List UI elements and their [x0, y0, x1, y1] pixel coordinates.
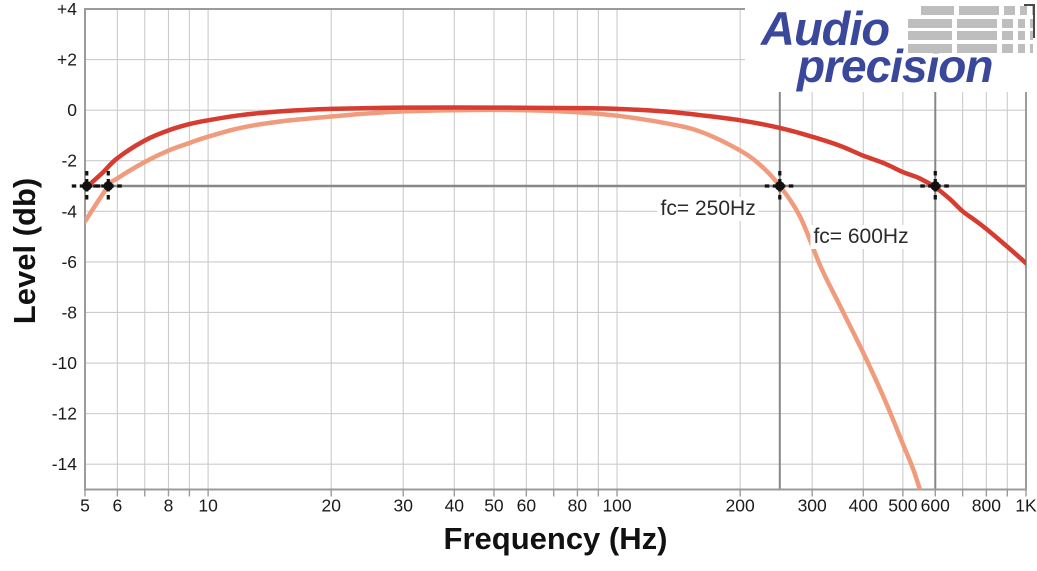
- logo-bar-segment: [1002, 31, 1013, 40]
- y-tick-label--14: -14: [52, 454, 78, 474]
- y-tick-label--10: -10: [52, 353, 78, 373]
- y-axis-title: Level (db): [7, 177, 42, 325]
- x-tick-label-8: 8: [164, 496, 174, 516]
- logo-bar-segment: [921, 6, 954, 15]
- x-tick-label-6: 6: [113, 496, 123, 516]
- x-tick-label-800: 800: [972, 496, 1001, 516]
- y-tick-label--2: -2: [61, 151, 77, 171]
- logo-bar-segment: [1002, 18, 1013, 28]
- logo-bar-segment: [1030, 18, 1033, 28]
- logo-bar-segment: [1018, 31, 1025, 40]
- logo-corner-bracket-icon: [1024, 4, 1035, 6]
- annotation-fc-600hz: fc= 600Hz: [810, 224, 912, 249]
- x-tick-label-300: 300: [798, 496, 827, 516]
- x-tick-label-1K: 1K: [1015, 496, 1037, 516]
- x-tick-label-80: 80: [568, 496, 588, 516]
- logo-bar-segment: [1002, 43, 1013, 53]
- y-tick-label-+4: +4: [57, 0, 77, 19]
- x-tick-label-600: 600: [921, 496, 950, 516]
- x-tick-label-200: 200: [726, 496, 755, 516]
- minus3db-marker-2: [93, 171, 124, 202]
- y-tick-label--6: -6: [61, 252, 77, 272]
- logo-bar-segment: [908, 43, 952, 53]
- curve-fc-600hz-response: [85, 105, 1026, 266]
- logo-bar-graph-icon: [908, 4, 1037, 54]
- x-axis-title: Frequency (Hz): [443, 521, 668, 556]
- x-tick-label-50: 50: [484, 496, 504, 516]
- x-tick-label-5: 5: [80, 496, 90, 516]
- logo-bar-segment: [1030, 31, 1033, 40]
- y-tick-label--8: -8: [61, 302, 77, 322]
- minus3db-marker-3: [764, 171, 795, 202]
- curve-fc-250hz-response: [85, 107, 923, 490]
- y-tick-label-0: 0: [67, 100, 77, 120]
- x-tick-label-20: 20: [321, 496, 341, 516]
- x-tick-label-500: 500: [888, 496, 917, 516]
- x-tick-label-60: 60: [517, 496, 537, 516]
- logo-bar-segment: [1018, 18, 1025, 28]
- logo-bar-segment: [957, 18, 997, 28]
- logo-bar-segment: [1018, 43, 1025, 53]
- x-tick-label-40: 40: [445, 496, 465, 516]
- logo-bar-segment: [1020, 6, 1027, 15]
- logo-bar-segment: [959, 6, 999, 15]
- logo-word-audio: Audio: [761, 2, 890, 55]
- x-tick-label-30: 30: [393, 496, 413, 516]
- y-tick-label--12: -12: [52, 404, 77, 424]
- x-tick-label-100: 100: [602, 496, 631, 516]
- y-tick-label-+2: +2: [57, 50, 77, 70]
- y-tick-label--4: -4: [61, 201, 77, 221]
- logo-bar-segment: [957, 43, 997, 53]
- logo-bar-segment: [908, 31, 952, 40]
- logo-bar-segment: [908, 18, 952, 28]
- annotation-fc-250hz: fc= 250Hz: [657, 196, 759, 221]
- logo-bar-segment: [1004, 6, 1015, 15]
- logo-bar-segment: [957, 31, 997, 40]
- x-tick-label-400: 400: [849, 496, 878, 516]
- x-tick-label-10: 10: [198, 496, 218, 516]
- logo-corner-bracket-icon: [1033, 4, 1035, 38]
- minus3db-marker-4: [920, 171, 951, 202]
- audio-precision-logo: Audio precision: [745, 0, 1037, 92]
- plot-border: [84, 8, 1027, 491]
- logo-bar-segment: [1030, 43, 1033, 53]
